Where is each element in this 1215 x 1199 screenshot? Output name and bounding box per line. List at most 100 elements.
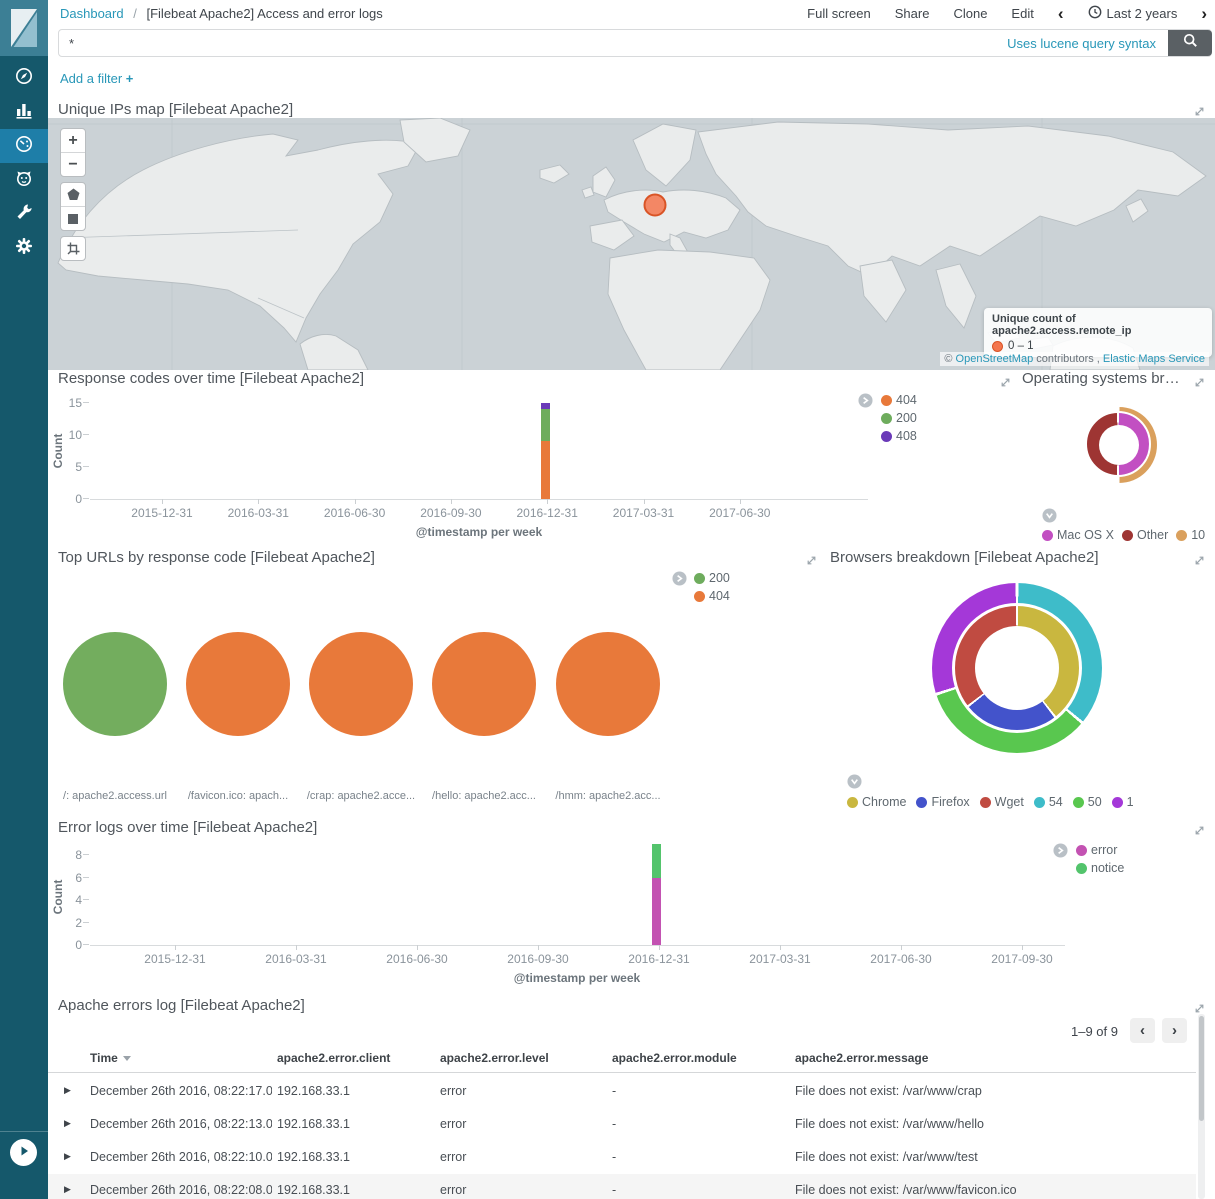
- expand-panel-icon[interactable]: [1194, 553, 1206, 565]
- pie-slice-200[interactable]: [63, 632, 167, 736]
- openstreetmap-link[interactable]: OpenStreetMap: [955, 353, 1034, 365]
- search-button[interactable]: [1168, 30, 1212, 56]
- expand-panel-icon[interactable]: [1194, 1001, 1206, 1013]
- sidebar-item-management[interactable]: [0, 231, 48, 265]
- pie-slice-404[interactable]: [186, 632, 290, 736]
- expand-panel-icon[interactable]: [806, 553, 818, 565]
- table-row[interactable]: ▶ December 26th 2016, 08:22:10.000 192.168…: [48, 1141, 1196, 1175]
- x-axis-title: @timestamp per week: [513, 971, 641, 985]
- breadcrumb-dashboard-link[interactable]: Dashboard: [60, 6, 124, 21]
- bar-segment-408[interactable]: [541, 403, 550, 410]
- legend-swatch: [979, 796, 991, 808]
- expand-row-icon[interactable]: ▶: [64, 1151, 71, 1161]
- expand-panel-icon[interactable]: [1194, 823, 1206, 835]
- legend-collapse-icon[interactable]: [858, 393, 873, 413]
- lucene-syntax-link[interactable]: Uses lucene query syntax: [1007, 35, 1156, 51]
- pie-slice-404[interactable]: [309, 632, 413, 736]
- table-row[interactable]: ▶ December 26th 2016, 08:22:17.000 192.168…: [48, 1075, 1196, 1109]
- elastic-maps-service-link[interactable]: Elastic Maps Service: [1102, 353, 1205, 365]
- bar-segment-200[interactable]: [541, 409, 550, 442]
- legend-item-Mac OS X[interactable]: Mac OS X: [1042, 528, 1114, 542]
- y-axis-tick-mark: [83, 498, 89, 499]
- column-header[interactable]: apache2.error.module: [612, 1051, 737, 1065]
- legend-item-notice[interactable]: notice: [1076, 861, 1124, 875]
- draw-rectangle-button[interactable]: [61, 206, 85, 230]
- table-cell: File does not exist: /var/www/test: [795, 1150, 978, 1164]
- table-row[interactable]: ▶ December 26th 2016, 08:22:13.000 192.168…: [48, 1108, 1196, 1142]
- pie-label: /hello: apache2.acc...: [432, 790, 536, 802]
- y-axis-tick-mark: [83, 466, 89, 467]
- sidebar-item-timelion[interactable]: [0, 163, 48, 197]
- legend-item-1[interactable]: 1: [1111, 795, 1134, 809]
- expand-panel-icon[interactable]: [1194, 104, 1206, 116]
- legend-item-Firefox[interactable]: Firefox: [916, 795, 970, 809]
- panel-title-top-urls: Top URLs by response code [Filebeat Apac…: [58, 549, 375, 566]
- pie-slice-404[interactable]: [556, 632, 660, 736]
- expand-row-icon[interactable]: ▶: [64, 1085, 71, 1095]
- time-back-icon[interactable]: ‹: [1057, 4, 1064, 23]
- clone-button[interactable]: Clone: [953, 6, 988, 21]
- legend-collapse-icon[interactable]: [1042, 508, 1057, 528]
- clock-icon: [1088, 5, 1102, 22]
- legend-collapse-icon[interactable]: [672, 571, 687, 591]
- legend-item-Other[interactable]: Other: [1121, 528, 1168, 542]
- legend-item-200[interactable]: 200: [694, 571, 730, 585]
- table-cell: December 26th 2016, 08:22:17.000: [90, 1084, 272, 1098]
- column-header[interactable]: apache2.error.client: [277, 1051, 391, 1065]
- search-input[interactable]: [59, 35, 1008, 51]
- pie-slice-404[interactable]: [432, 632, 536, 736]
- full-screen-button[interactable]: Full screen: [807, 6, 871, 21]
- legend-item-404[interactable]: 404: [881, 393, 917, 407]
- map-draw-controls: [60, 182, 86, 231]
- share-button[interactable]: Share: [894, 6, 930, 21]
- draw-polygon-button[interactable]: [61, 183, 85, 206]
- add-filter-button[interactable]: Add a filter +: [60, 71, 134, 86]
- expand-row-icon[interactable]: ▶: [64, 1118, 71, 1128]
- table-row[interactable]: ▶ December 26th 2016, 08:22:08.000 192.168…: [48, 1174, 1196, 1199]
- column-header[interactable]: apache2.error.level: [440, 1051, 549, 1065]
- legend-item-408[interactable]: 408: [881, 429, 917, 443]
- legend-label: Chrome: [862, 795, 907, 809]
- legend-item-50[interactable]: 50: [1072, 795, 1102, 809]
- expand-panel-icon[interactable]: [1194, 375, 1206, 387]
- bar-segment-notice[interactable]: [652, 844, 661, 878]
- legend-item-54[interactable]: 54: [1033, 795, 1063, 809]
- fit-data-bounds-button[interactable]: [61, 237, 85, 260]
- zoom-in-button[interactable]: +: [68, 131, 78, 149]
- legend-item-Wget[interactable]: Wget: [979, 795, 1024, 809]
- column-header[interactable]: apache2.error.message: [795, 1051, 929, 1065]
- legend-item-10[interactable]: 10: [1176, 528, 1205, 542]
- sidebar-item-dashboard[interactable]: [0, 129, 48, 163]
- map-bubble-marker[interactable]: [643, 193, 667, 217]
- timelion-lion-icon: [14, 168, 34, 193]
- stacked-bar-2016-12-31[interactable]: [541, 403, 550, 499]
- bar-segment-error[interactable]: [652, 877, 661, 945]
- column-header[interactable]: Time: [90, 1051, 272, 1065]
- time-picker[interactable]: Last 2 years: [1088, 5, 1177, 22]
- world-map[interactable]: + − Unique count of apache2.access.remot…: [48, 118, 1215, 370]
- legend-item-error[interactable]: error: [1076, 843, 1124, 857]
- panel-title-os-breakdown: Operating systems breakd...: [1022, 370, 1182, 387]
- zoom-out-button[interactable]: −: [61, 152, 85, 176]
- stacked-bar-2016-12-31[interactable]: [652, 844, 661, 945]
- expand-row-icon[interactable]: ▶: [64, 1184, 71, 1194]
- legend-collapse-icon[interactable]: [1053, 843, 1068, 863]
- pagination-next-button[interactable]: ›: [1162, 1018, 1187, 1043]
- kibana-logo[interactable]: [0, 0, 48, 56]
- edit-button[interactable]: Edit: [1011, 6, 1034, 21]
- sidebar-item-discover[interactable]: [0, 61, 48, 95]
- sidebar-item-visualize[interactable]: [0, 95, 48, 129]
- pagination-prev-button[interactable]: ‹: [1130, 1018, 1155, 1043]
- table-cell: December 26th 2016, 08:22:13.000: [90, 1117, 272, 1131]
- y-axis-tick-mark: [83, 854, 89, 856]
- scrollbar-thumb[interactable]: [1199, 1016, 1204, 1121]
- legend-item-Chrome[interactable]: Chrome: [847, 795, 906, 809]
- time-forward-icon[interactable]: ›: [1201, 4, 1207, 23]
- expand-panel-icon[interactable]: [1000, 375, 1012, 387]
- sidebar-item-dev-tools[interactable]: [0, 197, 48, 231]
- bar-segment-404[interactable]: [541, 441, 550, 499]
- legend-item-404[interactable]: 404: [694, 589, 730, 603]
- legend-collapse-icon[interactable]: [847, 774, 862, 794]
- legend-item-200[interactable]: 200: [881, 411, 917, 425]
- sidebar-collapse-button[interactable]: [10, 1139, 37, 1166]
